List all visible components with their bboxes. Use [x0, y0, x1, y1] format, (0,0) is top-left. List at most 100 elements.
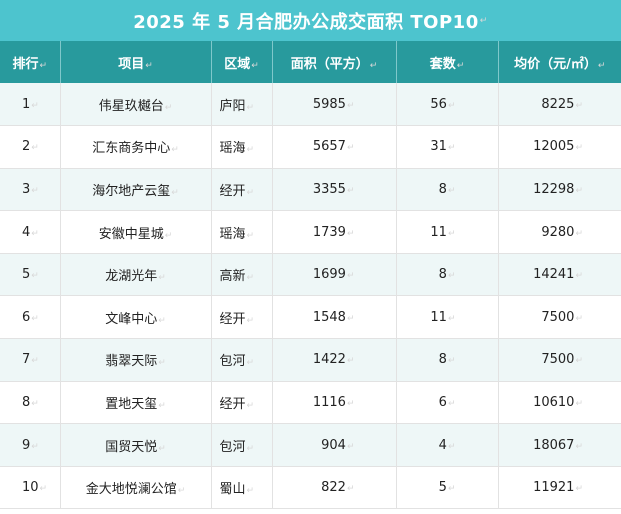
paragraph-mark: ↵ — [31, 100, 39, 111]
paragraph-mark: ↵ — [39, 484, 48, 495]
table-row: 10↵ 金大地悦澜公馆↵ 蜀山↵ 822↵ 5↵ 11921↵ — [0, 466, 621, 510]
paragraph-mark: ↵ — [158, 400, 166, 411]
price-cell: 11921↵ — [498, 466, 621, 510]
project-cell: 汇东商务中心↵ — [60, 125, 212, 169]
area-cell: 1116↵ — [272, 381, 397, 425]
price-cell: 14241↵ — [498, 253, 621, 297]
project-cell: 金大地悦澜公馆↵ — [60, 466, 212, 510]
units-cell: 4↵ — [396, 423, 499, 467]
district-cell: 瑶海↵ — [211, 125, 273, 169]
paragraph-mark: ↵ — [346, 484, 355, 495]
table-row: 4↵ 安徽中星城↵ 瑶海↵ 1739↵ 11↵ 9280↵ — [0, 210, 621, 254]
paragraph-mark: ↵ — [346, 271, 355, 282]
table-row: 5↵ 龙湖光年↵ 高新↵ 1699↵ 8↵ 14241↵ — [0, 253, 621, 297]
price-cell: 8225↵ — [498, 83, 621, 127]
district-cell: 经开↵ — [211, 168, 273, 212]
header-area: 面积（平方）↵ — [272, 41, 397, 83]
paragraph-mark: ↵ — [575, 398, 583, 409]
area-cell: 1548↵ — [272, 295, 397, 340]
header-rank: 排行↵ — [0, 41, 61, 83]
table-row: 9↵ 国贸天悦↵ 包河↵ 904↵ 4↵ 18067↵ — [0, 423, 621, 467]
paragraph-mark: ↵ — [447, 313, 456, 324]
paragraph-mark: ↵ — [246, 443, 255, 454]
district-cell: 包河↵ — [211, 338, 273, 382]
paragraph-mark: ↵ — [246, 400, 255, 411]
price-cell: 7500↵ — [498, 295, 621, 340]
area-cell: 3355↵ — [272, 168, 397, 212]
price-cell: 12298↵ — [498, 168, 621, 212]
paragraph-mark: ↵ — [31, 441, 39, 452]
project-cell: 翡翠天际↵ — [60, 338, 212, 382]
paragraph-mark: ↵ — [346, 100, 355, 111]
paragraph-mark: ↵ — [246, 187, 255, 198]
project-cell: 龙湖光年↵ — [60, 253, 212, 297]
paragraph-mark: ↵ — [246, 102, 255, 113]
rank-cell: 5↵ — [0, 253, 61, 297]
table-row: 7↵ 翡翠天际↵ 包河↵ 1422↵ 8↵ 7500↵ — [0, 338, 621, 382]
paragraph-mark: ↵ — [575, 441, 583, 452]
units-cell: 5↵ — [396, 466, 499, 510]
paragraph-mark: ↵ — [158, 315, 166, 326]
paragraph-mark: ↵ — [246, 273, 255, 284]
table-row: 1↵ 伟星玖樾台↵ 庐阳↵ 5985↵ 56↵ 8225↵ — [0, 83, 621, 127]
paragraph-mark: ↵ — [575, 228, 583, 239]
district-cell: 包河↵ — [211, 423, 273, 467]
area-cell: 5985↵ — [272, 83, 397, 127]
table-row: 8↵ 置地天玺↵ 经开↵ 1116↵ 6↵ 10610↵ — [0, 381, 621, 425]
units-cell: 11↵ — [396, 210, 499, 254]
paragraph-mark: ↵ — [31, 228, 39, 239]
paragraph-mark: ↵ — [346, 398, 355, 409]
rank-cell: 6↵ — [0, 295, 61, 340]
header-units: 套数↵ — [396, 41, 499, 83]
paragraph-mark: ↵ — [447, 356, 456, 367]
header-row: 排行↵ 项目↵ 区域↵ 面积（平方）↵ 套数↵ 均价（元/㎡）↵ — [0, 41, 621, 83]
rank-cell: 10↵ — [0, 466, 61, 510]
paragraph-mark: ↵ — [575, 271, 583, 282]
table-title: 2025 年 5 月合肥办公成交面积 TOP10 ↵ — [0, 0, 621, 41]
paragraph-mark: ↵ — [346, 185, 355, 196]
table-row: 6↵ 文峰中心↵ 经开↵ 1548↵ 11↵ 7500↵ — [0, 295, 621, 340]
paragraph-mark: ↵ — [246, 145, 255, 156]
rank-cell: 9↵ — [0, 423, 61, 467]
rank-cell: 7↵ — [0, 338, 61, 382]
header-district: 区域↵ — [211, 41, 273, 83]
rank-cell: 3↵ — [0, 168, 61, 212]
paragraph-mark: ↵ — [346, 143, 355, 154]
table-body: 1↵ 伟星玖樾台↵ 庐阳↵ 5985↵ 56↵ 8225↵ 2↵ 汇东商务中心↵ 瑶海↵ 5657… — [0, 83, 621, 510]
paragraph-mark: ↵ — [31, 313, 39, 324]
paragraph-mark: ↵ — [158, 358, 166, 369]
paragraph-mark: ↵ — [164, 102, 173, 113]
district-cell: 经开↵ — [211, 295, 273, 340]
project-cell: 国贸天悦↵ — [60, 423, 212, 467]
price-cell: 12005↵ — [498, 125, 621, 169]
paragraph-mark: ↵ — [177, 486, 186, 497]
paragraph-mark: ↵ — [479, 15, 488, 26]
paragraph-mark: ↵ — [447, 100, 456, 111]
project-cell: 伟星玖樾台↵ — [60, 83, 212, 127]
paragraph-mark: ↵ — [158, 443, 166, 454]
paragraph-mark: ↵ — [447, 185, 456, 196]
units-cell: 8↵ — [396, 168, 499, 212]
paragraph-mark: ↵ — [575, 143, 583, 154]
paragraph-mark: ↵ — [346, 441, 355, 452]
paragraph-mark: ↵ — [31, 185, 39, 196]
paragraph-mark: ↵ — [447, 484, 456, 495]
project-cell: 文峰中心↵ — [60, 295, 212, 340]
units-cell: 31↵ — [396, 125, 499, 169]
price-cell: 9280↵ — [498, 210, 621, 254]
paragraph-mark: ↵ — [575, 484, 583, 495]
paragraph-mark: ↵ — [31, 143, 39, 154]
paragraph-mark: ↵ — [158, 273, 166, 284]
paragraph-mark: ↵ — [164, 230, 173, 241]
paragraph-mark: ↵ — [246, 486, 255, 497]
table-row: 3↵ 海尔地产云玺↵ 经开↵ 3355↵ 8↵ 12298↵ — [0, 168, 621, 212]
paragraph-mark: ↵ — [447, 271, 456, 282]
table-title-text: 2025 年 5 月合肥办公成交面积 TOP10 — [133, 11, 479, 33]
area-cell: 1422↵ — [272, 338, 397, 382]
paragraph-mark: ↵ — [447, 441, 456, 452]
paragraph-mark: ↵ — [447, 143, 456, 154]
paragraph-mark: ↵ — [31, 356, 39, 367]
paragraph-mark: ↵ — [246, 230, 255, 241]
paragraph-mark: ↵ — [31, 271, 39, 282]
district-cell: 庐阳↵ — [211, 83, 273, 127]
